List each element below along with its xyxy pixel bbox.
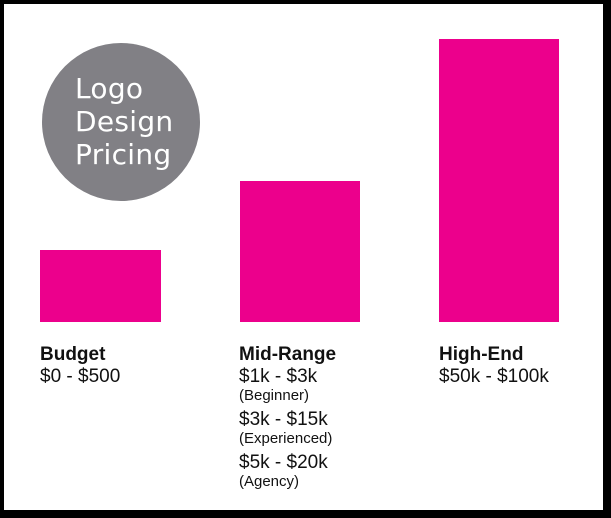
price-range: $5k - $20k — [239, 452, 328, 473]
chart-title: Logo Design Pricing — [75, 72, 173, 171]
price-range: $1k - $3k — [239, 366, 318, 387]
price-range: $3k - $15k — [239, 409, 328, 430]
price-range: $50k - $100k — [439, 366, 549, 387]
title-line-2: Design — [75, 105, 174, 138]
title-line-3: Pricing — [75, 138, 172, 171]
category-label-budget: Budget — [40, 344, 106, 365]
bar-budget — [40, 250, 161, 322]
category-label-mid-range: Mid-Range — [239, 344, 337, 365]
price-note: (Experienced) — [239, 430, 333, 447]
bar-mid-range — [240, 181, 360, 322]
title-badge: Logo Design Pricing — [42, 43, 200, 201]
price-note: (Beginner) — [239, 387, 310, 404]
bar-high-end — [439, 39, 559, 322]
price-note: (Agency) — [239, 473, 300, 490]
chart-frame: Logo Design Pricing Budget $0 - $500 Mid… — [4, 4, 603, 510]
mid-range-label-group: Mid-Range $1k - $3k (Beginner) $3k - $15… — [239, 344, 336, 495]
high-end-label-group: High-End $50k - $100k — [439, 344, 549, 387]
budget-label-group: Budget $0 - $500 — [40, 344, 120, 387]
price-range: $0 - $500 — [40, 366, 121, 387]
category-label-high-end: High-End — [439, 344, 524, 365]
title-line-1: Logo — [75, 72, 144, 105]
